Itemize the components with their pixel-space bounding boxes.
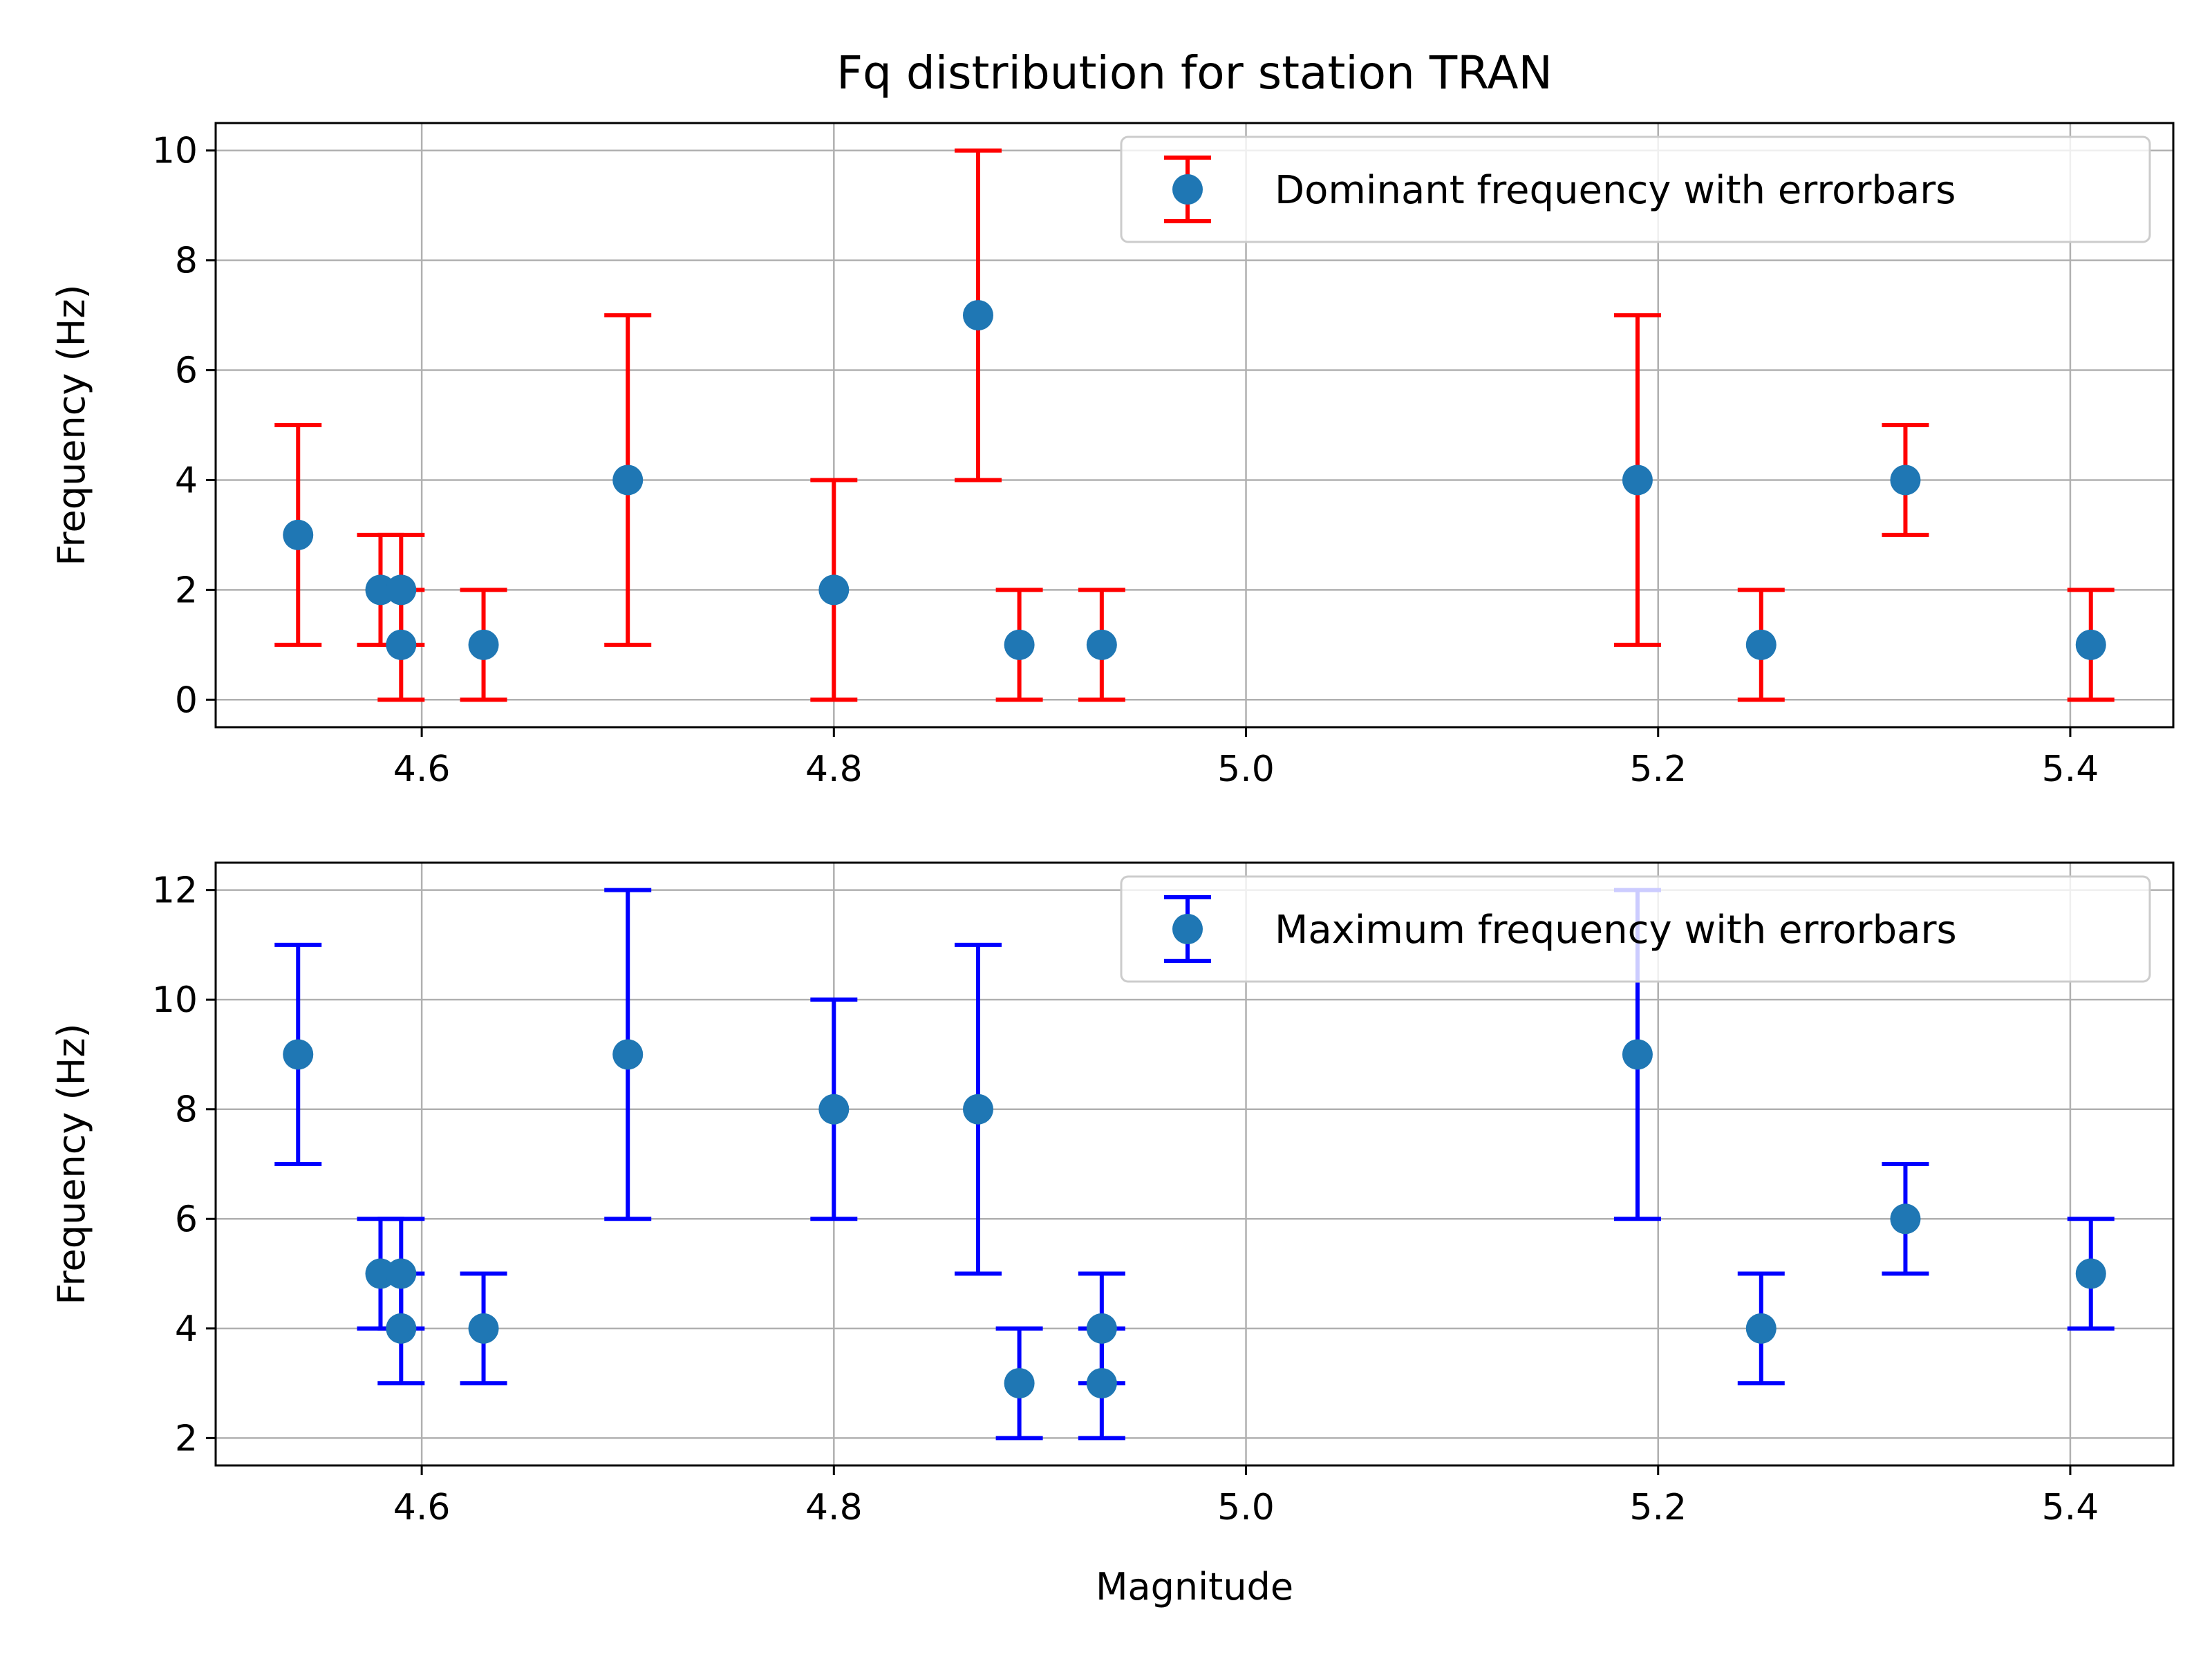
- y-tick-label: 8: [175, 241, 198, 282]
- y-tick-label: 2: [175, 570, 198, 611]
- y-tick-label: 10: [152, 980, 198, 1021]
- data-point: [818, 1094, 850, 1125]
- axes-frame: [214, 861, 2175, 1467]
- data-point: [1004, 629, 1035, 660]
- data-point: [612, 1039, 644, 1070]
- legend-marker: [1172, 174, 1203, 205]
- chart-title: Fq distribution for station TRAN: [836, 46, 1553, 100]
- x-tick-label: 5.4: [2042, 1487, 2099, 1528]
- x-tick-label: 4.8: [805, 749, 863, 790]
- data-point: [2075, 1258, 2106, 1289]
- data-point: [1745, 1313, 1777, 1344]
- data-point: [386, 629, 417, 660]
- data-point: [386, 1313, 417, 1344]
- axes-frame: [214, 122, 2175, 729]
- data-point: [468, 629, 499, 660]
- maximum-frequency-panel: 4.6 4.8 5.0 5.2 5.4 2 4 6 8 10 12 Frequency (Hz) Max…: [50, 861, 2175, 1528]
- legend-marker: [1172, 914, 1203, 944]
- legend-box: [1120, 875, 2151, 983]
- y-axis-label: Frequency (Hz): [50, 284, 93, 565]
- y-tick-label: 0: [175, 679, 198, 721]
- data-point: [468, 1313, 499, 1344]
- x-tick-label: 5.2: [1629, 1487, 1687, 1528]
- y-tick-label: 2: [175, 1418, 198, 1459]
- data-point: [1622, 1039, 1653, 1070]
- x-tick-label: 5.0: [1217, 749, 1275, 790]
- y-tick-label: 6: [175, 1199, 198, 1240]
- data-point: [818, 574, 850, 606]
- y-tick-label: 4: [175, 460, 198, 501]
- data-point: [612, 465, 644, 496]
- data-point: [1890, 465, 1921, 496]
- data-point: [1890, 1203, 1921, 1235]
- data-point: [962, 1094, 993, 1125]
- data-point: [283, 1039, 314, 1070]
- y-tick-label: 6: [175, 350, 198, 392]
- y-axis-label: Frequency (Hz): [50, 1023, 93, 1304]
- data-point: [1004, 1368, 1035, 1399]
- legend-label: Dominant frequency with errorbars: [1275, 168, 1956, 213]
- data-point: [1086, 1368, 1117, 1399]
- data-point: [2075, 629, 2106, 660]
- x-tick-label: 5.0: [1217, 1487, 1275, 1528]
- data-point: [1622, 465, 1653, 496]
- data-point: [1086, 629, 1117, 660]
- x-tick-label: 5.4: [2042, 749, 2099, 790]
- legend-box: [1120, 135, 2151, 243]
- legend-label: Maximum frequency with errorbars: [1275, 908, 1957, 953]
- x-tick-label: 4.6: [393, 749, 451, 790]
- data-point: [283, 519, 314, 550]
- y-tick-label: 8: [175, 1089, 198, 1131]
- y-tick-label: 10: [152, 131, 198, 172]
- x-tick-label: 4.6: [393, 1487, 451, 1528]
- data-point: [1745, 629, 1777, 660]
- x-tick-label: 5.2: [1629, 749, 1687, 790]
- y-tick-label: 4: [175, 1309, 198, 1350]
- data-point: [1086, 1313, 1117, 1344]
- dominant-frequency-panel: 4.6 4.8 5.0 5.2 5.4 0 2 4 6 8 10 Frequency (Hz) Domi…: [50, 122, 2175, 790]
- data-point: [962, 300, 993, 331]
- x-axis-label: Magnitude: [1096, 1565, 1293, 1609]
- x-tick-label: 4.8: [805, 1487, 863, 1528]
- data-point: [386, 1258, 417, 1289]
- y-tick-label: 12: [152, 870, 198, 912]
- data-point: [386, 574, 417, 606]
